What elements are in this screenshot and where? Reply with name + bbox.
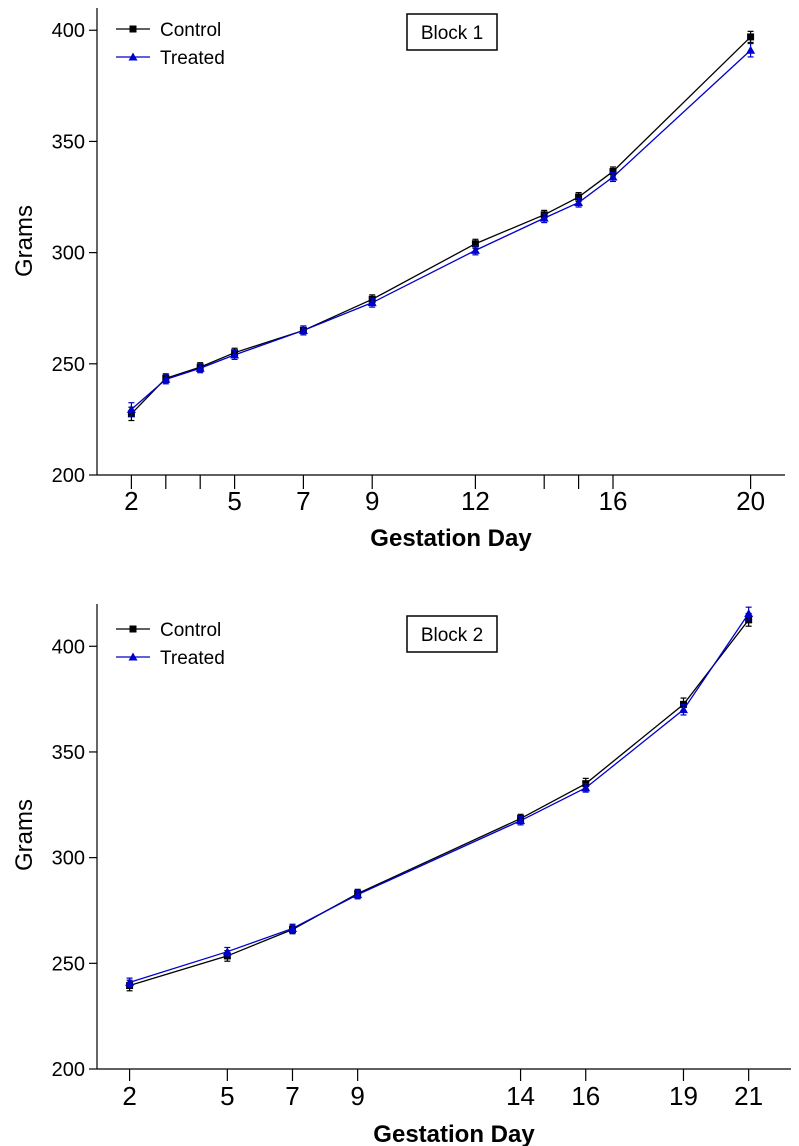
block-annotation: Block 2 [406,615,498,653]
block-annotation: Block 1 [406,13,498,51]
y-tick-label: 250 [52,953,85,975]
y-axis-title: Grams [11,205,38,277]
legend-marker [129,25,137,33]
treated-point [581,783,591,792]
x-tick-label: 2 [124,486,138,516]
chart-1: 200 250 300 350 400 2 5 7 9 12 16 20 Gestation Day Gr… [11,8,785,552]
x-axis-title: Gestation Day [373,1121,535,1146]
legend-marker [129,625,137,633]
y-tick-label: 350 [52,742,85,764]
legend-label-treated: Treated [160,48,225,69]
series-treated [126,42,756,417]
control-line [129,619,750,987]
x-tick-label: 16 [571,1081,600,1111]
annotation-box [406,615,498,653]
y-axis-title: Grams [11,799,38,871]
series-control [126,612,753,992]
x-tick-label: 19 [669,1081,698,1111]
x-tick-label: 21 [734,1081,763,1111]
treated-point [287,923,297,932]
treated-point [744,609,754,618]
legend-label-control: Control [160,20,221,41]
annotation-label: Block 2 [421,625,483,646]
treated-point [539,213,549,222]
treated-point [195,363,205,372]
treated-point [608,172,618,181]
legend: Control Treated [116,20,225,69]
treated-line [129,613,750,983]
series-control [127,30,755,422]
control-point [471,240,479,248]
treated-point [298,325,308,334]
x-tick-label: 12 [461,486,490,516]
x-tick-label: 2 [122,1081,136,1111]
x-tick-label: 5 [220,1081,234,1111]
treated-line [130,49,752,410]
annotation-box [406,13,498,51]
treated-point [746,45,756,54]
treated-point [516,816,526,825]
x-tick-label: 5 [227,486,241,516]
y-tick-label: 200 [52,465,85,487]
treated-point [126,404,136,413]
x-tick-label: 9 [365,486,379,516]
legend: Control Treated [116,620,225,669]
x-axis-title: Gestation Day [370,525,532,552]
treated-point [222,947,232,956]
treated-point [678,705,688,714]
treated-point [470,245,480,254]
control-point [747,33,755,41]
y-tick-label: 300 [52,848,85,870]
treated-point [367,298,377,307]
x-tick-label: 14 [506,1081,535,1111]
y-tick-label: 400 [52,636,85,658]
legend-label-control: Control [160,620,221,641]
annotation-label: Block 1 [421,23,483,44]
treated-point [161,374,171,383]
treated-point [574,198,584,207]
legend-label-treated: Treated [160,648,225,669]
treated-point [125,977,135,986]
x-tick-label: 7 [285,1081,299,1111]
control-point [609,167,617,175]
y-tick-label: 250 [52,354,85,376]
x-tick-label: 20 [736,486,765,516]
series-treated [125,606,754,988]
legend-marker [128,652,138,661]
treated-point [353,890,363,899]
x-tick-label: 16 [599,486,628,516]
y-tick-label: 300 [52,243,85,265]
x-tick-label: 9 [350,1081,364,1111]
y-tick-label: 350 [52,131,85,153]
treated-point [230,350,240,359]
y-tick-label: 200 [52,1059,85,1081]
control-line [130,36,752,415]
legend-marker [128,52,138,61]
y-tick-label: 400 [52,20,85,42]
x-tick-label: 7 [296,486,310,516]
chart-2: 200 250 300 350 400 2 5 7 9 14 16 19 21 Gestation Day… [11,604,791,1146]
control-point [575,193,583,201]
